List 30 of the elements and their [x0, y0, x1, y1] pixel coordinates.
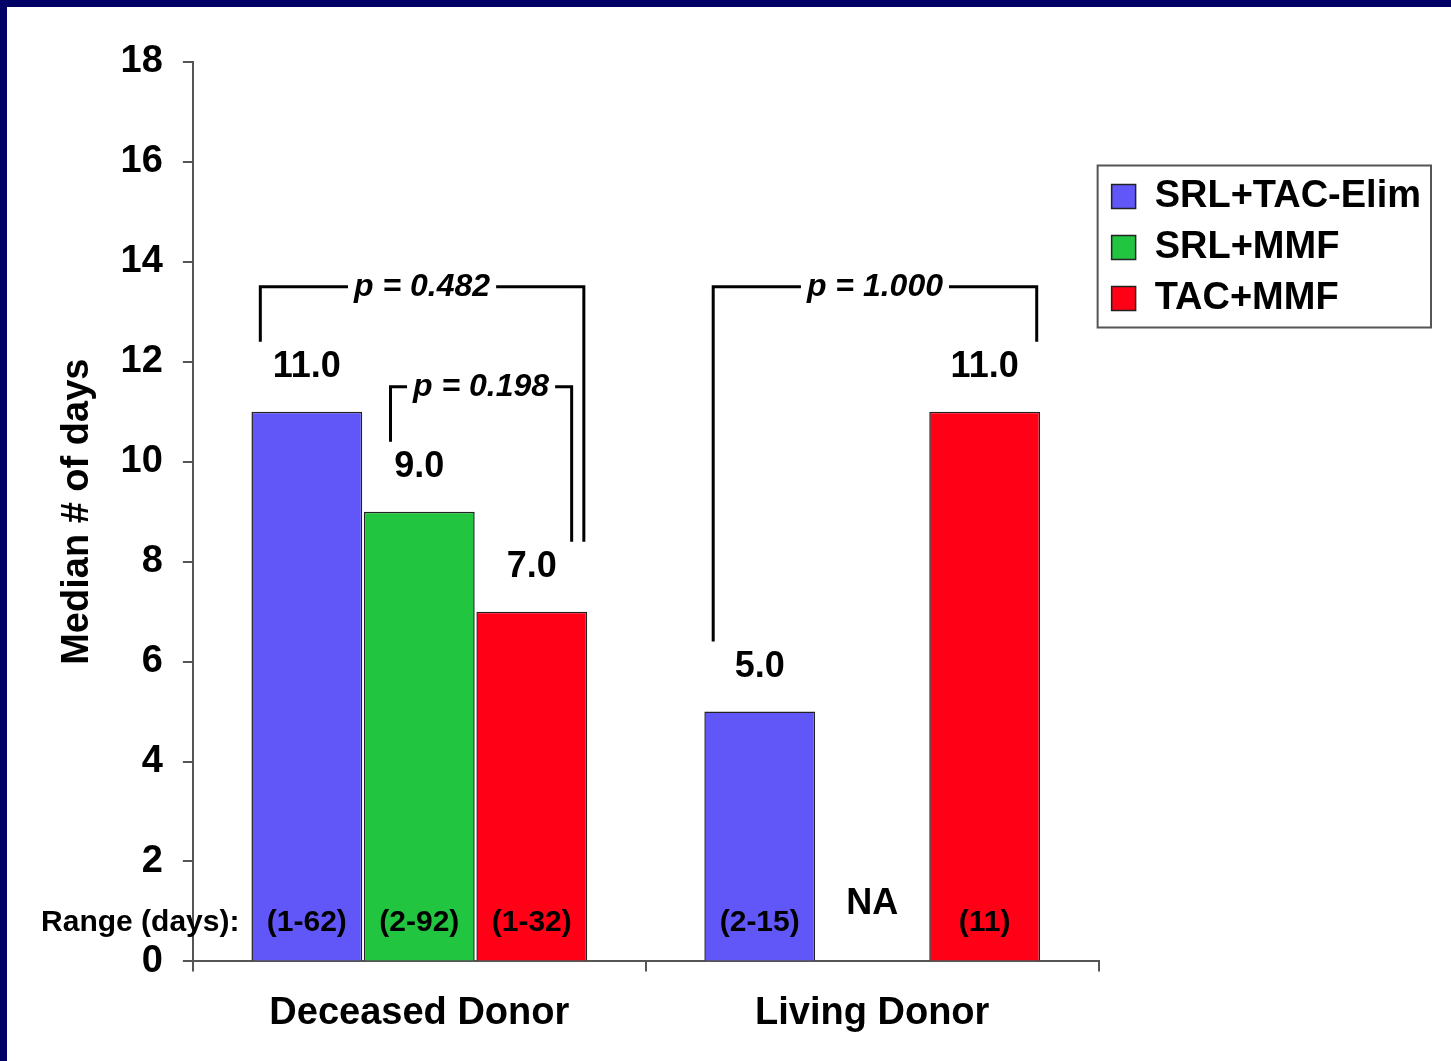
annotation: (2-92) [379, 903, 460, 937]
data-label: 5.0 [734, 643, 785, 685]
legend-label: SRL+MMF [1154, 224, 1340, 267]
y-tick-label: 16 [120, 138, 163, 181]
x-tick-label: Living Donor [755, 989, 990, 1032]
y-tick-label: 12 [120, 338, 163, 381]
data-label: 9.0 [394, 443, 445, 485]
data-label: 7.0 [506, 543, 557, 585]
y-tick-label: 10 [120, 438, 163, 481]
y-tick-label: 4 [141, 738, 163, 781]
y-tick-label: 0 [141, 937, 163, 980]
y-tick-label: 18 [120, 38, 163, 81]
y-tick-label: 2 [141, 837, 163, 880]
legend-label: TAC+MMF [1154, 275, 1339, 318]
text: NA [846, 881, 899, 923]
legend-label: SRL+TAC-Elim [1154, 173, 1421, 216]
annotation: (1-62) [266, 903, 347, 937]
annotation: (1-32) [491, 903, 572, 937]
annotation: (2-15) [719, 903, 800, 937]
annotation: (11) [958, 903, 1011, 937]
annotation: p = 0.482 [353, 266, 491, 303]
y-tick-label: 8 [141, 538, 163, 581]
data-label: 11.0 [272, 343, 341, 385]
annotation: p = 1.000 [805, 266, 944, 303]
annotation: p = 0.198 [412, 366, 550, 403]
y-tick-label: 14 [120, 238, 163, 281]
x-tick-label: Deceased Donor [269, 989, 570, 1032]
y-axis-title: Median # of days [54, 358, 97, 665]
data-label: 11.0 [950, 343, 1019, 385]
y-tick-label: 6 [141, 638, 163, 681]
